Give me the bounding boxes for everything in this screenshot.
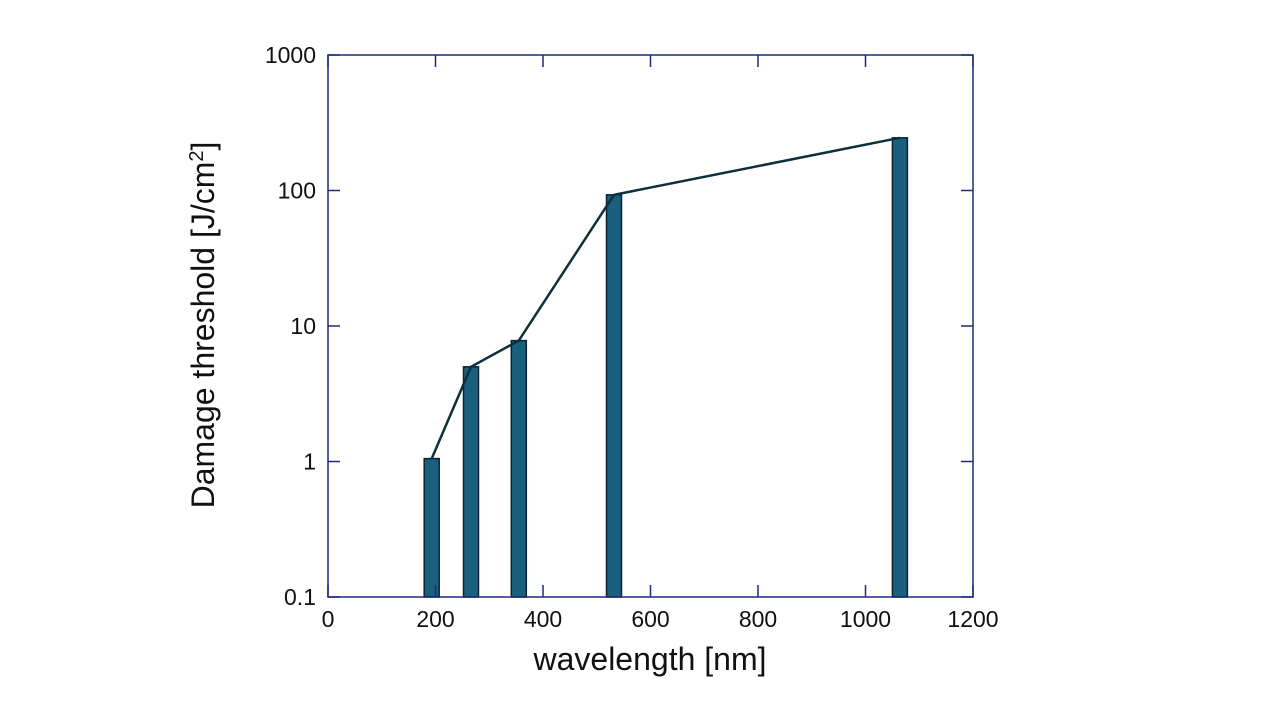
x-tick-label: 600 <box>631 606 669 632</box>
y-axis-title-superscript: 2 <box>186 150 208 161</box>
bar-532nm <box>605 194 623 598</box>
plot-area <box>423 136 909 598</box>
y-tick-label: 10 <box>290 313 316 339</box>
x-tick-label: 400 <box>524 606 562 632</box>
x-tick-label: 1000 <box>840 606 891 632</box>
y-tick-label: 100 <box>278 178 316 204</box>
y-axis-title: Damage threshold [J/cm2] <box>185 142 221 509</box>
y-axis-title-main: Damage threshold [J/cm <box>185 162 221 509</box>
bar-355nm <box>510 339 528 598</box>
axes: 0 200 400 600 800 1000 1200 0.1 1 10 100 1000 <box>265 42 999 632</box>
x-tick-label: 200 <box>416 606 454 632</box>
x-tick-label: 1200 <box>947 606 998 632</box>
y-tick-label: 1000 <box>265 42 316 68</box>
bar-266nm <box>462 366 480 598</box>
series-line <box>430 136 901 460</box>
bar-193nm <box>423 457 440 598</box>
y-tick-label: 0.1 <box>284 584 316 610</box>
x-tick-label: 0 <box>322 606 335 632</box>
y-axis-title-end: ] <box>185 142 221 151</box>
x-tick-label: 800 <box>739 606 777 632</box>
x-axis-title: wavelength [nm] <box>532 641 766 677</box>
y-tick-label: 1 <box>303 449 316 475</box>
bar-1064nm <box>891 137 909 598</box>
